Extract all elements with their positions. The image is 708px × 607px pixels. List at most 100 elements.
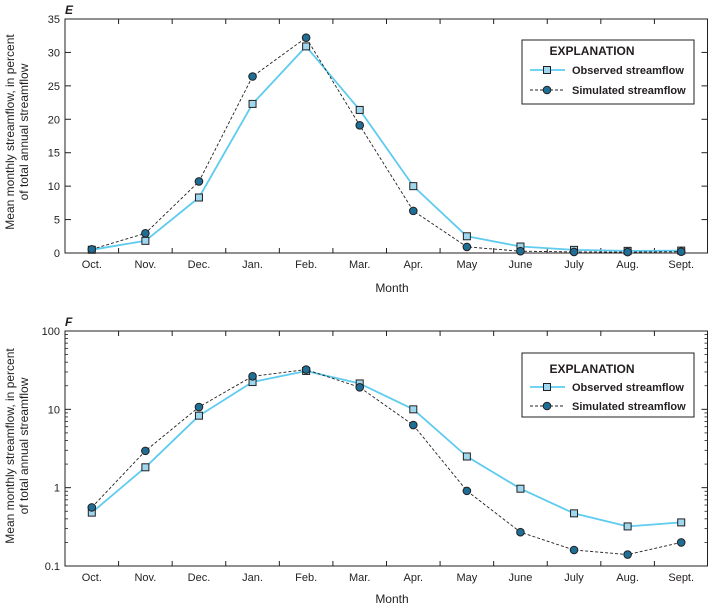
- simulated-streamflow-line: [91, 37, 682, 253]
- panel-f-legend-simulated-label: Simulated streamflow: [572, 401, 686, 413]
- simulated-streamflow-point: [194, 177, 204, 186]
- simulated-streamflow-point: [462, 486, 472, 496]
- x-tick-label: Apr.: [404, 572, 424, 584]
- simulated-streamflow-point: [408, 206, 418, 216]
- x-tick-label: Mar.: [349, 259, 370, 271]
- observed-streamflow-point: [409, 405, 418, 414]
- observed-streamflow-point: [302, 42, 311, 51]
- x-tick-label: Oct.: [82, 259, 102, 271]
- x-tick-label: May: [456, 259, 477, 271]
- observed-streamflow-point: [516, 484, 525, 493]
- observed-streamflow-point: [194, 411, 203, 420]
- simulated-streamflow-point: [569, 545, 579, 555]
- observed-streamflow-point: [570, 509, 579, 518]
- panel-f-label: F: [65, 315, 73, 329]
- panel-e-legend-title: EXPLANATION: [549, 44, 634, 58]
- panel-e-legend-observed-marker: [543, 66, 551, 74]
- observed-streamflow-point: [623, 522, 632, 531]
- y-tick-label: 35: [48, 14, 60, 26]
- panel-e-plot-area: 0 5 10 15 20 25 30 35 Oct. Nov. Dec. Jan. Feb. Mar. Ap…: [48, 14, 708, 271]
- x-tick-label: Sept.: [668, 259, 694, 271]
- simulated-streamflow-point: [355, 383, 365, 392]
- y-tick-label: 0.1: [45, 561, 60, 573]
- observed-streamflow-point: [409, 182, 418, 191]
- observed-streamflow-point: [141, 463, 150, 472]
- x-tick-label: Nov.: [134, 572, 156, 584]
- x-tick-label: Apr.: [404, 259, 424, 271]
- simulated-streamflow-point: [676, 538, 686, 547]
- simulated-streamflow-point: [516, 246, 525, 256]
- x-tick-label: July: [564, 259, 584, 271]
- y-tick-label: 30: [48, 47, 60, 59]
- panel-e-y-axis-title: Mean monthly streamflow, in percent of t…: [3, 34, 31, 230]
- simulated-streamflow-point: [462, 242, 472, 252]
- simulated-streamflow-point: [141, 228, 150, 238]
- y-tick-label: 15: [48, 148, 60, 160]
- x-tick-label: Aug.: [616, 572, 639, 584]
- observed-streamflow-point: [141, 236, 150, 245]
- y-tick-label: 20: [48, 114, 60, 126]
- x-tick-label: June: [509, 259, 533, 271]
- panel-f-x-axis-title: Month: [375, 592, 408, 606]
- panel-f-y-axis-title-line-1: Mean monthly streamflow, in percent: [3, 348, 17, 544]
- x-tick-label: Mar.: [349, 572, 370, 584]
- x-tick-label: Dec.: [188, 572, 211, 584]
- simulated-streamflow-point: [248, 72, 257, 81]
- panel-e-y-axis-title-line-2: of total annual streamflow: [17, 63, 31, 200]
- panel-e-legend-simulated-marker: [542, 85, 552, 95]
- y-tick-label: 1: [54, 483, 60, 495]
- y-tick-label: 10: [48, 404, 60, 416]
- x-tick-label: Sept.: [668, 572, 694, 584]
- x-tick-label: Oct.: [82, 572, 102, 584]
- y-tick-label: 25: [48, 81, 60, 93]
- observed-streamflow-line: [91, 370, 682, 528]
- panel-e-y-axis-title-line-1: Mean monthly streamflow, in percent: [3, 34, 17, 230]
- panel-f: F Month Mean monthly streamflow, in perc…: [3, 315, 708, 606]
- y-tick-label: 0: [54, 248, 60, 260]
- simulated-streamflow-point: [623, 247, 632, 257]
- panel-f-y-axis-title: Mean monthly streamflow, in percent of t…: [3, 348, 31, 544]
- panel-f-legend-observed-marker: [543, 383, 551, 391]
- simulated-streamflow-point: [248, 372, 257, 381]
- simulated-streamflow-point: [623, 550, 632, 559]
- simulated-streamflow-point: [569, 247, 579, 257]
- x-tick-label: Jan.: [242, 572, 263, 584]
- panel-e-label: E: [65, 3, 74, 17]
- simulated-streamflow-point: [87, 503, 97, 512]
- observed-streamflow-point: [355, 105, 364, 114]
- panel-e-legend-observed-label: Observed streamflow: [572, 65, 684, 77]
- observed-streamflow-point: [462, 452, 471, 461]
- x-tick-label: July: [564, 572, 584, 584]
- x-tick-label: May: [456, 572, 477, 584]
- observed-streamflow-point: [462, 232, 471, 241]
- x-tick-label: Dec.: [188, 259, 211, 271]
- simulated-streamflow-point: [676, 247, 686, 256]
- simulated-streamflow-point: [194, 402, 204, 412]
- observed-streamflow-line: [91, 45, 682, 252]
- panel-f-y-axis-title-line-2: of total annual streamflow: [17, 377, 31, 514]
- x-tick-label: Jan.: [242, 259, 263, 271]
- simulated-streamflow-point: [408, 420, 418, 430]
- simulated-streamflow-point: [355, 121, 365, 130]
- panel-f-legend: EXPLANATION Observed streamflow Simulate…: [521, 352, 695, 418]
- x-tick-label: June: [509, 572, 533, 584]
- x-tick-label: Feb.: [295, 259, 317, 271]
- x-tick-label: Aug.: [616, 259, 639, 271]
- panel-e: E Month Mean monthly streamflow, in perc…: [3, 3, 708, 295]
- simulated-streamflow-point: [301, 33, 311, 43]
- y-tick-label: 10: [48, 181, 60, 193]
- panel-e-legend-simulated-label: Simulated streamflow: [572, 85, 686, 97]
- observed-streamflow-point: [194, 193, 203, 202]
- simulated-streamflow-point: [301, 365, 311, 374]
- simulated-streamflow-line: [91, 369, 682, 556]
- panel-f-legend-observed-label: Observed streamflow: [572, 382, 684, 394]
- y-tick-label: 100: [42, 326, 60, 338]
- simulated-streamflow-point: [87, 244, 97, 254]
- panel-e-x-axis-title: Month: [375, 281, 408, 295]
- simulated-streamflow-point: [141, 446, 150, 456]
- y-tick-label: 5: [54, 215, 60, 227]
- observed-streamflow-point: [677, 518, 686, 527]
- x-tick-label: Nov.: [134, 259, 156, 271]
- observed-streamflow-point: [248, 99, 257, 108]
